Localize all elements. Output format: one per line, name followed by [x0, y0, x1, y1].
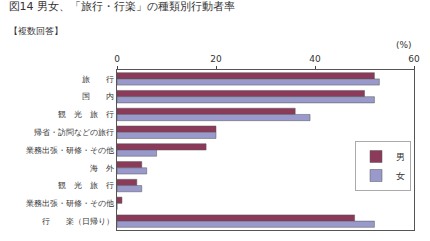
- svg-text:図14 男女、「旅行・行楽」の種類別行動者率: 図14 男女、「旅行・行楽」の種類別行動者率: [9, 0, 236, 13]
- svg-text:観 光 旅 行: 観 光 旅 行: [42, 181, 114, 190]
- svg-text:海 外: 海 外: [82, 164, 114, 173]
- svg-text:20: 20: [210, 54, 222, 64]
- svg-text:40: 40: [309, 54, 321, 64]
- svg-text:業務出張・研修・その他: 業務出張・研修・その他: [10, 146, 114, 155]
- svg-text:業務出張・研修・その他: 業務出張・研修・その他: [10, 199, 114, 208]
- svg-text:観 光 旅 行: 観 光 旅 行: [42, 110, 114, 119]
- svg-text:男: 男: [396, 152, 405, 162]
- svg-text:女: 女: [396, 171, 405, 181]
- svg-text:60: 60: [408, 54, 420, 64]
- svg-text:【複数回答】: 【複数回答】: [9, 26, 63, 36]
- svg-text:旅 行: 旅 行: [82, 75, 114, 84]
- svg-text:0: 0: [114, 54, 120, 64]
- svg-text:国 内: 国 内: [74, 92, 114, 101]
- svg-text:行 楽（日帰り）: 行 楽（日帰り）: [42, 217, 114, 226]
- svg-text:帰省・訪問などの旅行: 帰省・訪問などの旅行: [18, 128, 114, 137]
- svg-text:(%): (%): [396, 40, 412, 50]
